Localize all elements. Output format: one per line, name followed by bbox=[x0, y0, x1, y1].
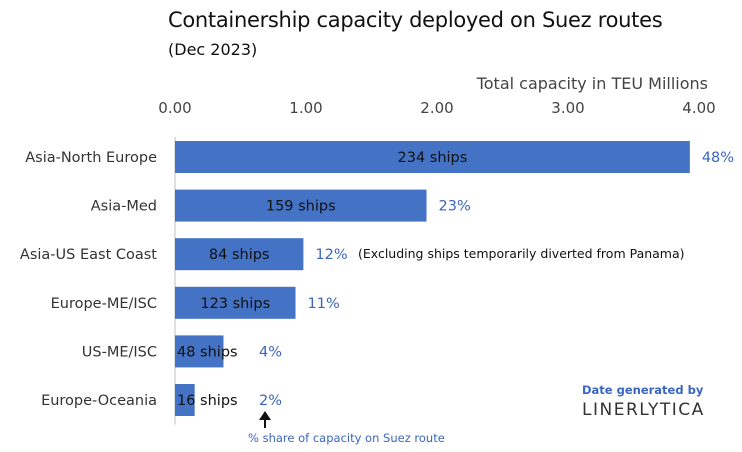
share-caption: % share of capacity on Suez route bbox=[248, 431, 445, 445]
x-tick-label: 3.00 bbox=[551, 99, 584, 117]
up-arrow-icon bbox=[259, 411, 271, 420]
bar bbox=[175, 141, 690, 173]
bar bbox=[175, 384, 195, 416]
share-label: 23% bbox=[439, 199, 471, 215]
x-tick-label: 4.00 bbox=[682, 99, 715, 117]
credit-line: Date generated by bbox=[582, 383, 704, 397]
bar bbox=[175, 238, 304, 271]
bar bbox=[175, 335, 224, 368]
ship-count-label: 48 ships bbox=[177, 344, 238, 360]
x-tick-label: 0.00 bbox=[158, 99, 191, 117]
brand-logo: LINERLYTICA bbox=[582, 400, 705, 420]
share-label: 11% bbox=[308, 296, 340, 312]
bar bbox=[175, 189, 427, 222]
share-label: 48% bbox=[702, 150, 734, 166]
category-label: Europe-Oceania bbox=[41, 393, 157, 409]
category-label: Asia-Med bbox=[91, 199, 157, 215]
x-axis-title: Total capacity in TEU Millions bbox=[476, 74, 708, 93]
bar bbox=[175, 286, 296, 319]
category-label: Europe-ME/ISC bbox=[51, 296, 157, 312]
ship-count-label: 123 ships bbox=[200, 296, 270, 312]
ship-count-label: 16 ships bbox=[177, 393, 238, 409]
ship-count-label: 234 ships bbox=[398, 150, 468, 166]
category-label: US-ME/ISC bbox=[82, 344, 157, 360]
chart-subtitle: (Dec 2023) bbox=[168, 40, 258, 59]
x-tick-label: 2.00 bbox=[420, 99, 453, 117]
share-label: 12% bbox=[315, 247, 347, 263]
category-label: Asia-US East Coast bbox=[20, 247, 157, 263]
category-label: Asia-North Europe bbox=[25, 150, 157, 166]
ship-count-label: 159 ships bbox=[266, 199, 336, 215]
ship-count-label: 84 ships bbox=[209, 247, 270, 263]
x-tick-label: 1.00 bbox=[289, 99, 322, 117]
share-label: 2% bbox=[259, 393, 282, 409]
share-label: 4% bbox=[259, 344, 282, 360]
panama-annotation: (Excluding ships temporarily diverted fr… bbox=[358, 246, 685, 261]
chart-title: Containership capacity deployed on Suez … bbox=[168, 8, 663, 32]
